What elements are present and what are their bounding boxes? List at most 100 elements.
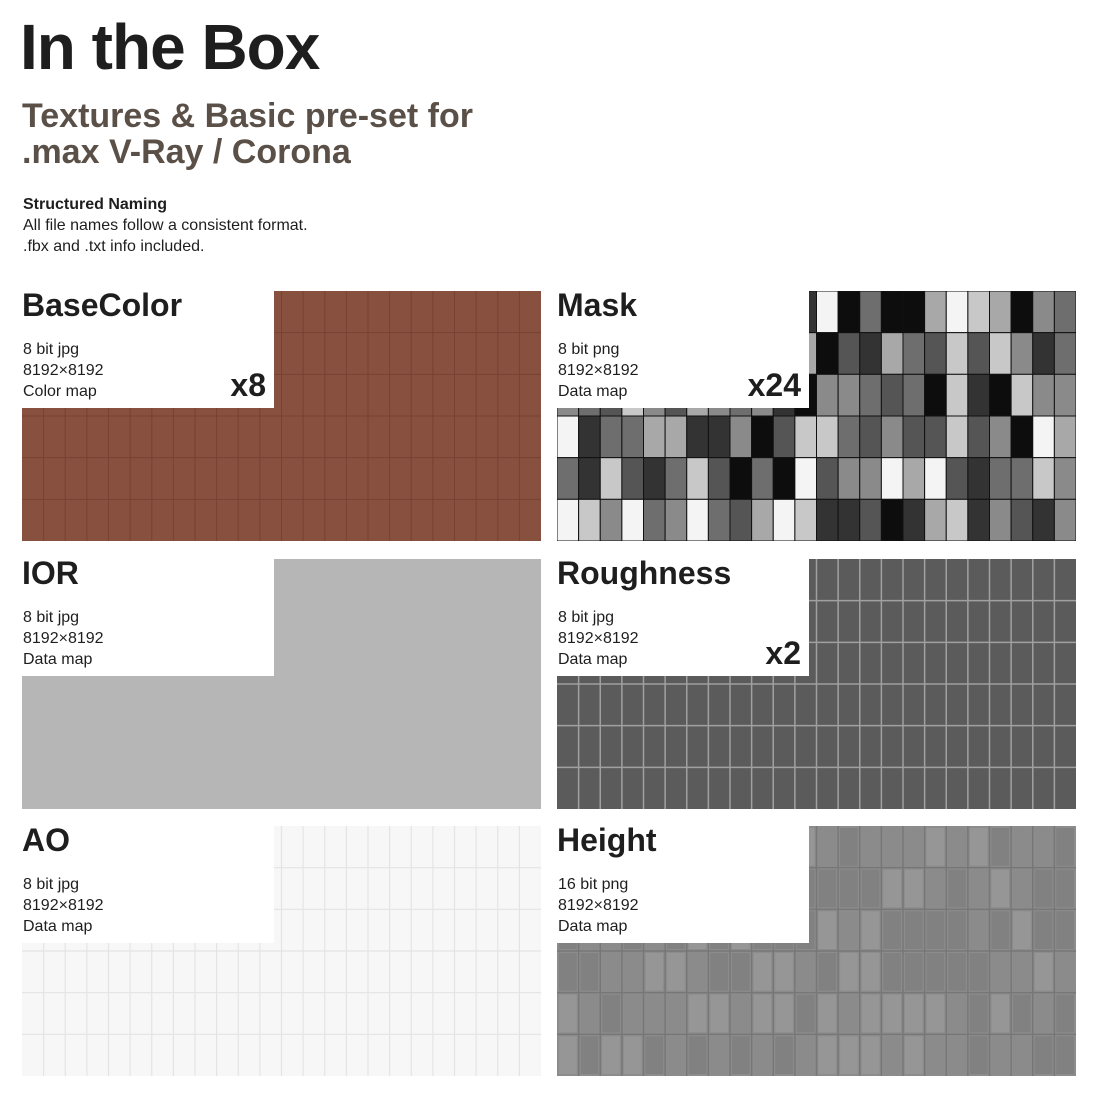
tile [623, 953, 642, 991]
texture-preview [557, 291, 1076, 541]
tile [818, 911, 837, 949]
tile [816, 373, 839, 417]
tile [1053, 373, 1076, 417]
tile [1013, 994, 1031, 1033]
tile [926, 994, 945, 1033]
tile [816, 332, 839, 375]
tile [818, 869, 837, 908]
tile [945, 291, 969, 334]
tile [710, 1036, 728, 1074]
tile [883, 953, 901, 991]
tile [861, 869, 880, 908]
tile [902, 373, 926, 417]
tile [1013, 869, 1031, 908]
tile [883, 1036, 901, 1074]
subtitle: Textures & Basic pre-set for .max V-Ray … [22, 98, 473, 170]
tile [883, 994, 901, 1033]
tile [643, 415, 666, 459]
tile [926, 828, 945, 866]
tile [1013, 1036, 1031, 1074]
tile [772, 498, 796, 541]
tile [578, 457, 601, 500]
tile [967, 498, 990, 541]
card-count: x8 [230, 367, 266, 403]
tile [840, 911, 858, 949]
tile [905, 953, 923, 991]
tile [967, 332, 990, 375]
tile [623, 1036, 642, 1074]
tile [991, 911, 1010, 949]
tile [645, 953, 664, 991]
card-resolution: 8192×8192 [558, 362, 639, 379]
tile [775, 953, 793, 991]
tile [729, 415, 753, 459]
tile [945, 498, 969, 541]
tile [905, 911, 923, 949]
tile [753, 1036, 772, 1074]
texture-card: Height 16 bit png 8192×8192 Data map [557, 822, 1076, 1076]
texture-preview [557, 826, 1076, 1076]
tile [557, 415, 580, 459]
tile [948, 994, 966, 1033]
tile [816, 415, 839, 459]
tile [818, 828, 837, 866]
tile [729, 498, 753, 541]
tile [621, 415, 644, 459]
tile [926, 911, 945, 949]
tile [969, 953, 988, 991]
tile [667, 1036, 685, 1074]
card-format: 8 bit png [558, 341, 620, 358]
tile [686, 415, 709, 459]
tile [991, 828, 1010, 866]
card-format: 8 bit jpg [23, 608, 80, 626]
tile [667, 994, 685, 1033]
tile [861, 828, 880, 866]
tile [751, 498, 774, 541]
texture-preview [22, 558, 541, 809]
cutout [22, 558, 274, 676]
tile [926, 953, 945, 991]
tile [945, 373, 969, 417]
tile [559, 994, 577, 1033]
tile [969, 911, 988, 949]
tile [883, 911, 901, 949]
tile [775, 1036, 793, 1074]
tile [818, 994, 837, 1033]
card-resolution: 8192×8192 [23, 897, 104, 914]
card-name: Height [557, 822, 657, 858]
tile [796, 994, 815, 1033]
tile [599, 498, 623, 541]
texture-preview [22, 291, 541, 541]
tile [902, 457, 926, 500]
cutout [22, 826, 274, 943]
tile [818, 1036, 837, 1074]
tile [945, 415, 969, 459]
tile [602, 953, 620, 991]
tile [1056, 828, 1074, 866]
tile [686, 498, 709, 541]
tile [794, 457, 817, 500]
texture-card: Roughness 8 bit jpg 8192×8192 Data map x2 [557, 555, 1076, 809]
tile [989, 291, 1012, 334]
tile [989, 498, 1012, 541]
tile [967, 373, 990, 417]
tile [686, 457, 709, 500]
tile [837, 373, 861, 417]
tile [1032, 291, 1055, 334]
tile [837, 498, 861, 541]
tile [837, 291, 861, 334]
tile [840, 953, 858, 991]
tile [559, 953, 577, 991]
tile [924, 457, 947, 500]
tile [880, 457, 904, 500]
tile [1056, 869, 1074, 908]
tile [1010, 498, 1034, 541]
tile [1034, 869, 1053, 908]
tile [559, 1036, 577, 1074]
card-map-type: Data map [23, 650, 93, 668]
card-map-type: Data map [558, 918, 628, 935]
card-format: 8 bit jpg [23, 341, 80, 358]
tile [1056, 994, 1074, 1033]
card-format: 8 bit jpg [23, 876, 80, 893]
